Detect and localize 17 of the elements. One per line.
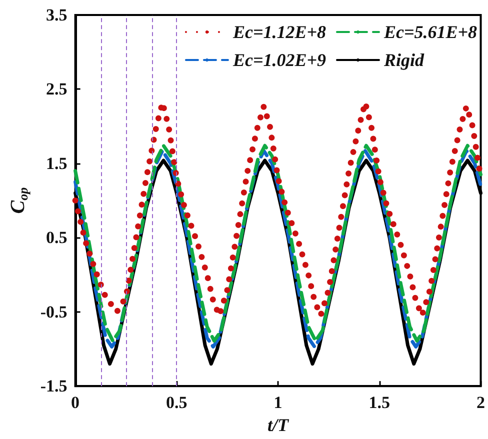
y-tick-label: 1.5 xyxy=(46,154,68,173)
x-tick-label: 1.5 xyxy=(368,393,390,412)
x-axis-title: t/T xyxy=(268,415,290,435)
y-tick-label: 0.5 xyxy=(46,228,68,248)
legend-label: Rigid xyxy=(382,50,425,70)
y-axis-title: Cop xyxy=(7,186,30,214)
y-tick-label: 2.5 xyxy=(46,80,68,99)
y-tick-label: -1.5 xyxy=(40,376,68,396)
y-tick-label: -0.5 xyxy=(40,302,68,322)
x-tick-label: 2 xyxy=(476,393,485,412)
x-tick-label: 0.5 xyxy=(166,393,188,412)
legend-label: Ec=1.02E+9 xyxy=(232,50,326,70)
legend-label: Ec=5.61E+8 xyxy=(382,22,477,42)
y-tick-label: 3.5 xyxy=(46,6,68,24)
legend-label: Ec=1.12E+8 xyxy=(232,22,326,42)
x-tick-label: 1 xyxy=(274,393,282,412)
x-tick-label: 0 xyxy=(71,393,80,412)
